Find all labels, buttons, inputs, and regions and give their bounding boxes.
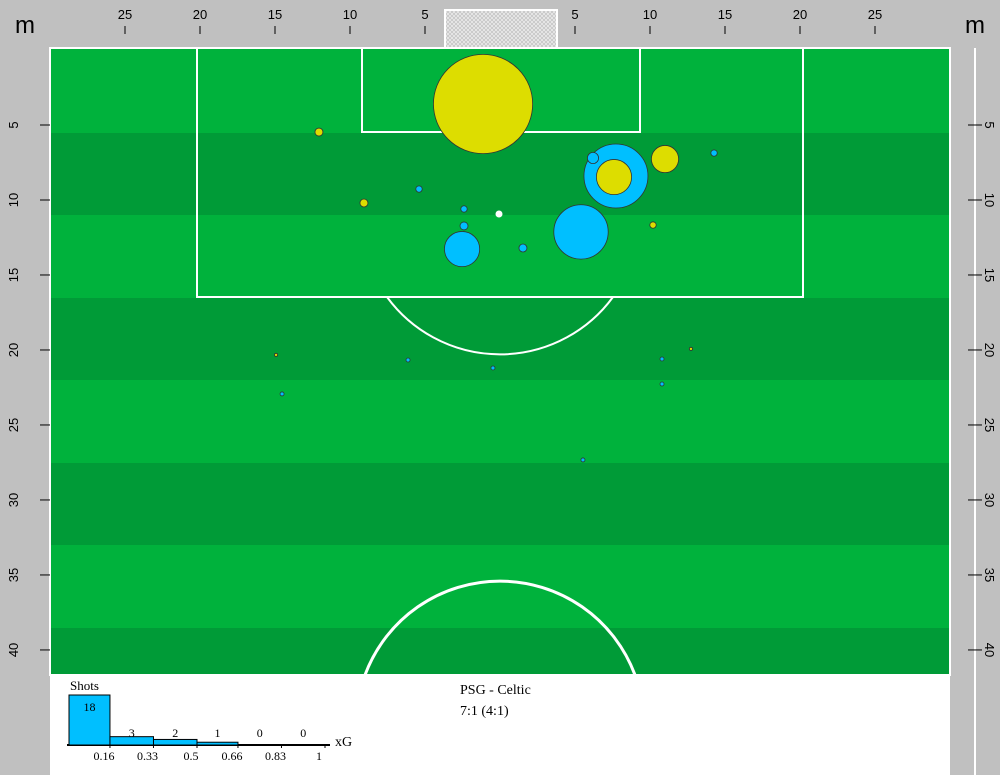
x-tick-label: 10 (343, 7, 357, 22)
y-tick-label: 25 (6, 418, 21, 432)
hist-tick-label: 0.16 (93, 749, 114, 763)
shot (649, 221, 657, 229)
shot (710, 149, 718, 157)
x-tick-label: 15 (268, 7, 282, 22)
shot (314, 127, 324, 137)
shot (433, 53, 534, 154)
shot (688, 346, 693, 351)
shot (359, 198, 369, 208)
shot (490, 365, 496, 371)
shot (580, 457, 586, 463)
x-tick-label: 20 (793, 7, 807, 22)
shot (553, 204, 609, 260)
shot (415, 185, 423, 193)
y-tick-label: 20 (982, 343, 997, 357)
y-tick-label: 5 (982, 121, 997, 128)
hist-count: 18 (83, 700, 95, 714)
unit-left: m (15, 12, 35, 39)
x-tick-label: 5 (571, 7, 578, 22)
y-tick-label: 10 (982, 193, 997, 207)
hist-xlabel: xG (335, 735, 352, 750)
y-tick-label: 30 (982, 493, 997, 507)
shot (405, 357, 411, 363)
hist-count: 0 (257, 726, 263, 740)
hist-bar (152, 738, 198, 746)
y-tick-label: 40 (982, 643, 997, 657)
hist-tick-label: 0.83 (265, 749, 286, 763)
match-title: PSG - Celtic (460, 683, 531, 698)
y-tick-label: 15 (982, 268, 997, 282)
shot (651, 145, 680, 174)
y-tick-label: 10 (6, 193, 21, 207)
y-tick-label: 35 (982, 568, 997, 582)
x-tick-label: 25 (118, 7, 132, 22)
y-tick-label: 25 (982, 418, 997, 432)
shot (274, 352, 279, 357)
shot (459, 221, 469, 231)
hist-count: 3 (129, 726, 135, 740)
hist-count: 1 (214, 726, 220, 740)
x-tick-label: 5 (421, 7, 428, 22)
y-tick-label: 35 (6, 568, 21, 582)
shot (279, 391, 285, 397)
hist-bar (68, 694, 111, 746)
hist-tick-label: 1 (316, 749, 322, 763)
shot (659, 356, 665, 362)
y-tick-label: 30 (6, 493, 21, 507)
hist-count: 0 (300, 726, 306, 740)
x-tick-label: 10 (643, 7, 657, 22)
y-tick-label: 20 (6, 343, 21, 357)
x-tick-label: 15 (718, 7, 732, 22)
unit-right: m (965, 12, 985, 39)
y-tick-label: 40 (6, 643, 21, 657)
y-tick-label: 5 (6, 121, 21, 128)
hist-title: Shots (70, 678, 99, 693)
hist-tick-label: 0.33 (137, 749, 158, 763)
shot (518, 243, 528, 253)
hist-tick-label: 0.5 (184, 749, 199, 763)
x-tick-label: 20 (193, 7, 207, 22)
hist-bar (196, 741, 239, 746)
shot (596, 159, 633, 196)
shot (659, 381, 665, 387)
shot (444, 231, 481, 268)
match-score: 7:1 (4:1) (460, 704, 509, 719)
hist-count: 2 (172, 726, 178, 740)
hist-tick-label: 0.66 (221, 749, 242, 763)
shot (460, 205, 468, 213)
x-tick-label: 25 (868, 7, 882, 22)
shot (587, 151, 600, 164)
y-tick-label: 15 (6, 268, 21, 282)
pitch (49, 9, 951, 676)
info-panel (50, 675, 950, 775)
